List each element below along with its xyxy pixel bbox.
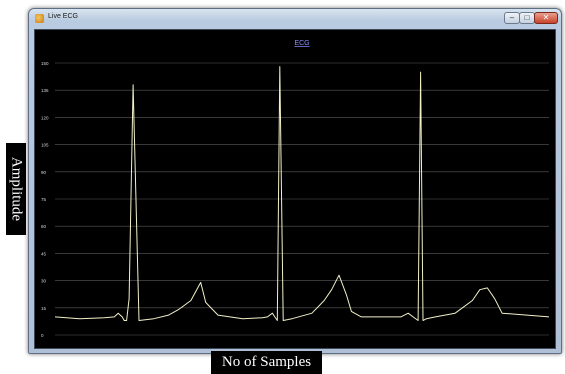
y-axis-label-box <box>6 143 26 235</box>
y-tick-label: 150 <box>41 61 49 66</box>
y-tick-label: 60 <box>41 224 47 229</box>
y-tick-label: 75 <box>41 197 47 202</box>
y-tick-label: 30 <box>41 279 47 284</box>
y-tick-label: 0 <box>41 333 44 338</box>
y-tick-label: 45 <box>41 251 47 256</box>
x-axis-label: No of Samples <box>221 354 312 370</box>
y-tick-label: 90 <box>41 170 47 175</box>
chart-title: ECG <box>294 40 309 47</box>
minimize-button[interactable]: – <box>504 12 520 24</box>
ecg-app-icon <box>35 14 44 23</box>
y-axis-label: Amplitude <box>8 156 25 222</box>
x-axis-label-box: No of Samples <box>211 351 322 374</box>
chart-area: ECG 0 15 30 45 60 75 90 105 120 135 150 <box>34 29 556 349</box>
window-titlebar[interactable]: Live ECG – □ ✕ <box>29 9 561 29</box>
window-title: Live ECG <box>48 13 78 20</box>
y-tick-label: 15 <box>41 306 47 311</box>
close-button[interactable]: ✕ <box>534 12 558 24</box>
ecg-series-line <box>54 66 550 321</box>
y-tick-label: 105 <box>41 143 49 148</box>
maximize-button[interactable]: □ <box>519 12 535 24</box>
y-tick-label: 135 <box>41 88 49 93</box>
ecg-window: Live ECG – □ ✕ ECG 0 15 30 45 60 75 90 105 120 13… <box>28 8 562 354</box>
ecg-chart: ECG 0 15 30 45 60 75 90 105 120 135 150 <box>41 40 550 338</box>
y-tick-label: 120 <box>41 115 49 120</box>
